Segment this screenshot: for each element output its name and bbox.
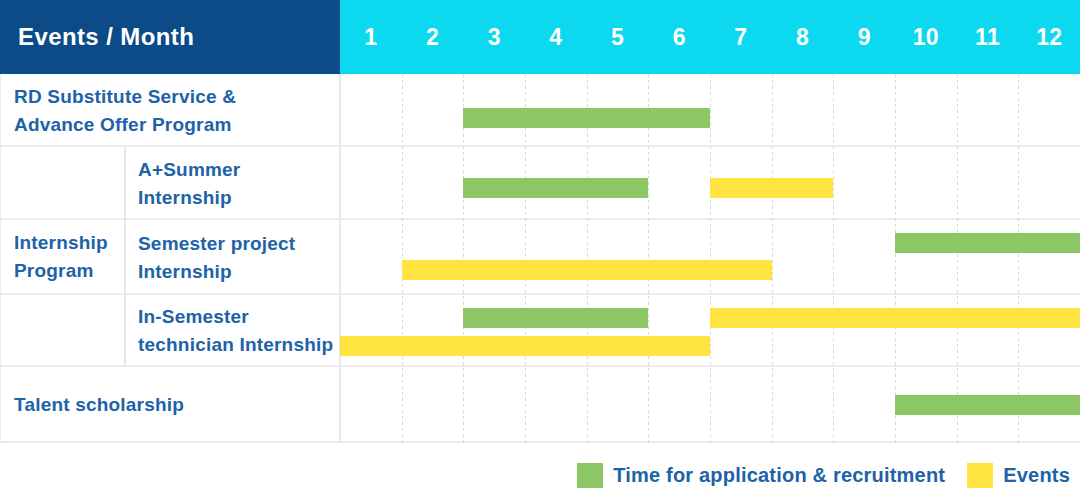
corner-header: Events / Month <box>0 0 340 74</box>
gantt-figure: Events / Month 1 2 3 4 5 6 7 8 9 10 11 1… <box>0 0 1080 494</box>
row-label-line: Semester project <box>138 230 340 258</box>
month-header: 6 <box>648 24 710 51</box>
month-gridline <box>402 74 403 443</box>
row-label-line: Talent scholarship <box>14 391 340 419</box>
month-gridline <box>648 74 649 443</box>
month-header: 7 <box>710 24 772 51</box>
month-gridline <box>525 74 526 443</box>
gantt-bar-application <box>463 308 648 328</box>
month-gridline <box>895 74 896 443</box>
legend-label-event: Events <box>1003 464 1070 487</box>
row-label-line: Internship <box>138 184 340 212</box>
legend-swatch-application <box>577 463 603 488</box>
month-gridline <box>463 74 464 443</box>
gantt-bar-event <box>340 336 710 356</box>
gantt-bar-application <box>463 108 710 128</box>
gantt-bar-application <box>463 178 648 198</box>
legend-swatch-event <box>967 463 993 488</box>
months-header: 1 2 3 4 5 6 7 8 9 10 11 12 <box>340 0 1080 74</box>
month-header: 3 <box>463 24 525 51</box>
row-label-line: In-Semester <box>138 303 340 331</box>
row-label-line: technician Internship <box>138 331 340 359</box>
row-label-line: Advance Offer Program <box>14 111 340 139</box>
row-label-talent-scholarship: Talent scholarship <box>0 367 340 443</box>
legend: Time for application & recruitment Event… <box>577 459 1070 491</box>
gantt-bar-event <box>402 260 772 280</box>
month-header: 10 <box>895 24 957 51</box>
month-gridline <box>1018 74 1019 443</box>
gantt-bar-application <box>895 233 1080 253</box>
row-label-semester-project-internship: Semester project Internship <box>125 220 340 295</box>
group-column-border <box>124 147 126 367</box>
month-header: 8 <box>772 24 834 51</box>
row-group-label-internship-program: Internship Program <box>0 147 125 367</box>
row-label-line: Internship <box>138 258 340 286</box>
row-label-a-plus-summer-internship: A+Summer Internship <box>125 147 340 220</box>
month-gridline <box>710 74 711 443</box>
month-gridline <box>833 74 834 443</box>
table-left-border <box>0 74 1 443</box>
legend-label-application: Time for application & recruitment <box>613 464 945 487</box>
month-gridline <box>587 74 588 443</box>
row-label-line: A+Summer <box>138 156 340 184</box>
month-header: 5 <box>587 24 649 51</box>
month-header: 1 <box>340 24 402 51</box>
row-label-line: Program <box>14 257 125 285</box>
month-header: 2 <box>402 24 464 51</box>
row-label-line: RD Substitute Service & <box>14 83 340 111</box>
month-gridline <box>772 74 773 443</box>
month-header: 9 <box>833 24 895 51</box>
month-header: 12 <box>1018 24 1080 51</box>
gantt-bar-event <box>710 178 833 198</box>
gantt-bar-event <box>710 308 1080 328</box>
month-header: 4 <box>525 24 587 51</box>
row-label-line: Internship <box>14 229 125 257</box>
month-header: 11 <box>957 24 1019 51</box>
gantt-chart-area <box>340 74 1080 443</box>
corner-header-label: Events / Month <box>18 23 194 51</box>
gantt-bar-application <box>895 395 1080 415</box>
row-label-in-semester-technician-internship: In-Semester technician Internship <box>125 295 340 367</box>
month-gridline <box>957 74 958 443</box>
row-label-rd-substitute: RD Substitute Service & Advance Offer Pr… <box>0 74 340 147</box>
